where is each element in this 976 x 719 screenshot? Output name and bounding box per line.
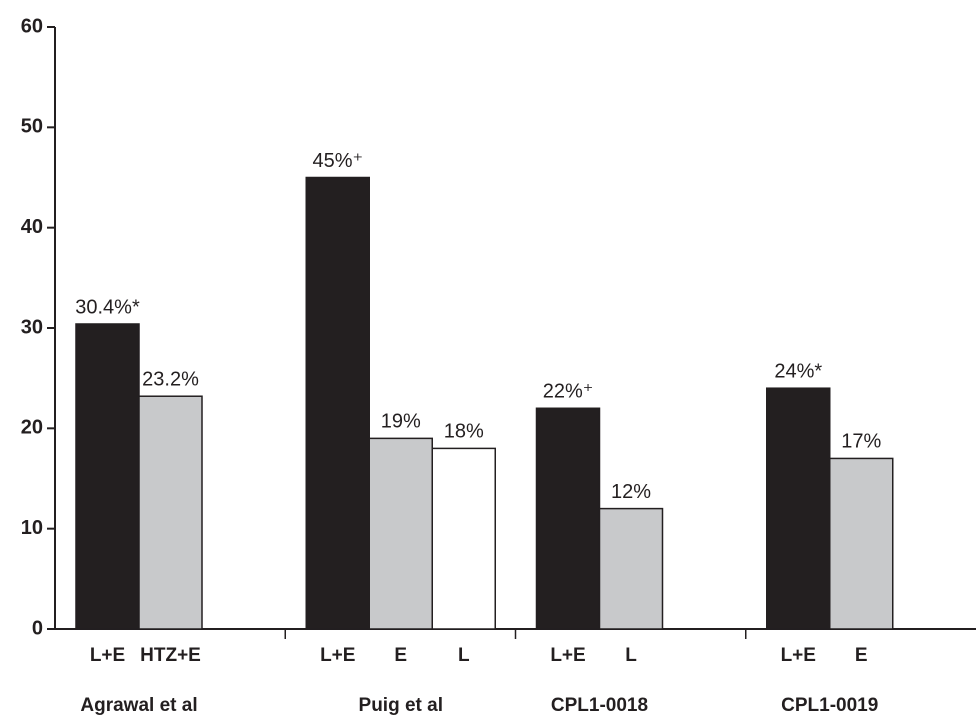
y-tick-label: 50 [21,116,43,138]
bar [535,407,601,630]
value-label: 30.4%* [75,296,140,318]
x-tick-label: L+E [781,645,816,666]
x-tick-label: E [855,645,868,666]
group-label: CPL1-0019 [781,695,878,716]
group-label: Puig et al [359,695,443,716]
bar [368,437,433,630]
y-tick-label: 60 [21,15,43,37]
bar [598,507,664,630]
x-tick-label: L [458,645,470,666]
bar [305,176,370,630]
bar [138,395,203,630]
bar [75,323,140,630]
bar [766,387,831,630]
value-label: 24%* [774,360,822,382]
y-tick-label: 0 [32,617,43,639]
value-label: 17% [841,431,881,453]
x-tick-label: HTZ+E [140,645,201,666]
value-label: 12% [611,481,651,503]
x-tick-label: L [625,645,637,666]
y-tick-label: 40 [21,216,43,238]
bar [431,447,496,630]
group-label: CPL1-0018 [551,695,648,716]
group-label: Agrawal et al [80,695,197,716]
x-tick-label: E [394,645,407,666]
value-label: 18% [444,421,484,443]
value-label: 45%⁺ [312,150,363,172]
x-tick-label: L+E [90,645,125,666]
y-tick-label: 20 [21,417,43,439]
bar [829,457,894,630]
y-tick-label: 30 [21,316,43,338]
value-label: 22%⁺ [543,381,594,403]
y-tick-label: 10 [21,517,43,539]
value-label: 19% [381,411,421,433]
x-tick-label: L+E [320,645,355,666]
x-tick-label: L+E [550,645,585,666]
value-label: 23.2% [142,369,199,391]
